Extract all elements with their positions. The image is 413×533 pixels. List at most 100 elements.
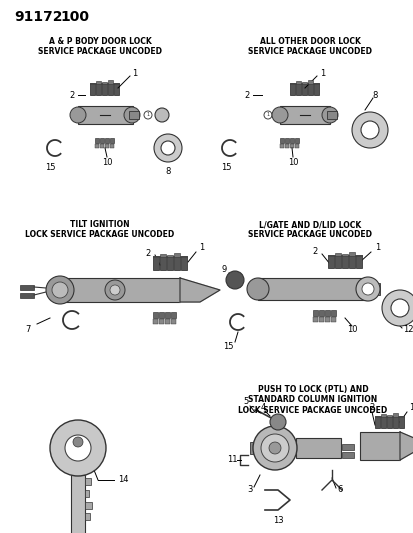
Bar <box>114 83 119 95</box>
Bar <box>314 83 319 84</box>
Bar <box>171 312 176 318</box>
Circle shape <box>247 278 268 300</box>
Bar <box>319 317 324 322</box>
Bar <box>387 416 392 428</box>
Bar <box>110 144 114 148</box>
Bar <box>290 83 295 95</box>
Bar <box>71 475 85 533</box>
Bar <box>296 81 301 84</box>
Bar <box>85 502 92 509</box>
Text: 3: 3 <box>247 486 252 495</box>
Bar <box>399 416 404 417</box>
Bar <box>380 414 386 417</box>
Text: 1: 1 <box>320 69 325 78</box>
Bar <box>100 138 104 143</box>
Bar <box>78 106 133 124</box>
Bar <box>95 138 99 143</box>
Circle shape <box>269 414 285 430</box>
Text: 11: 11 <box>226 456 237 464</box>
Bar <box>110 138 114 143</box>
Bar <box>159 312 164 318</box>
Bar <box>387 415 392 417</box>
Circle shape <box>46 276 74 304</box>
Bar <box>153 319 158 324</box>
Bar <box>334 253 340 256</box>
Bar <box>308 83 313 95</box>
Bar <box>302 83 307 95</box>
Circle shape <box>351 112 387 148</box>
Bar <box>355 255 361 268</box>
Circle shape <box>225 271 243 289</box>
Bar <box>96 83 101 95</box>
Bar <box>159 256 166 270</box>
Text: 2: 2 <box>69 91 74 100</box>
Bar <box>165 319 170 324</box>
Circle shape <box>52 282 68 298</box>
Bar <box>166 255 173 257</box>
Bar <box>249 442 257 454</box>
Text: 1: 1 <box>199 244 204 253</box>
Bar <box>327 255 333 268</box>
Bar <box>348 252 354 256</box>
Text: 1: 1 <box>132 69 137 78</box>
Bar <box>153 256 159 270</box>
Circle shape <box>105 280 125 300</box>
Text: 10: 10 <box>346 326 356 335</box>
Text: 7: 7 <box>25 326 31 335</box>
Bar <box>399 416 404 428</box>
Circle shape <box>390 299 408 317</box>
Bar <box>173 253 180 257</box>
Bar <box>90 83 95 95</box>
Bar <box>313 317 318 322</box>
Bar <box>392 413 398 417</box>
Bar <box>166 256 173 270</box>
Bar <box>180 256 187 257</box>
Bar <box>267 441 281 455</box>
Circle shape <box>73 437 83 447</box>
Bar <box>331 317 336 322</box>
Bar <box>302 82 307 84</box>
Bar <box>108 83 113 95</box>
Text: 10: 10 <box>287 158 297 167</box>
Bar <box>102 82 107 84</box>
Circle shape <box>70 107 86 123</box>
Bar <box>341 254 347 256</box>
Bar <box>96 81 101 84</box>
Bar <box>257 278 367 300</box>
Bar <box>60 278 180 302</box>
Circle shape <box>124 107 140 123</box>
Bar <box>308 80 313 84</box>
Circle shape <box>263 111 271 119</box>
Bar <box>359 432 399 460</box>
Bar <box>290 83 295 84</box>
Bar <box>325 317 330 322</box>
Bar <box>326 111 336 119</box>
Circle shape <box>252 426 296 470</box>
Text: 15: 15 <box>222 342 233 351</box>
Bar <box>108 80 113 84</box>
Bar <box>341 444 353 450</box>
Text: 13: 13 <box>272 516 282 525</box>
Bar <box>85 478 91 485</box>
Bar <box>355 255 361 256</box>
Text: 1: 1 <box>266 112 269 117</box>
Bar <box>290 138 294 143</box>
Text: 8: 8 <box>165 167 170 176</box>
Bar <box>100 144 104 148</box>
Bar <box>102 83 107 95</box>
Bar <box>313 310 318 316</box>
Text: A & P BODY DOOR LOCK
SERVICE PACKAGE UNCODED: A & P BODY DOOR LOCK SERVICE PACKAGE UNC… <box>38 37 161 56</box>
Bar <box>380 416 386 428</box>
Bar <box>165 312 170 318</box>
Text: 100: 100 <box>60 10 89 24</box>
Bar <box>367 283 379 295</box>
Bar <box>129 111 139 119</box>
Circle shape <box>50 420 106 476</box>
Text: 2: 2 <box>145 248 150 257</box>
Text: 12: 12 <box>402 326 413 335</box>
Text: 91172: 91172 <box>14 10 62 24</box>
Bar <box>114 83 119 84</box>
Bar <box>173 256 180 270</box>
Bar <box>375 416 380 417</box>
Circle shape <box>381 290 413 326</box>
